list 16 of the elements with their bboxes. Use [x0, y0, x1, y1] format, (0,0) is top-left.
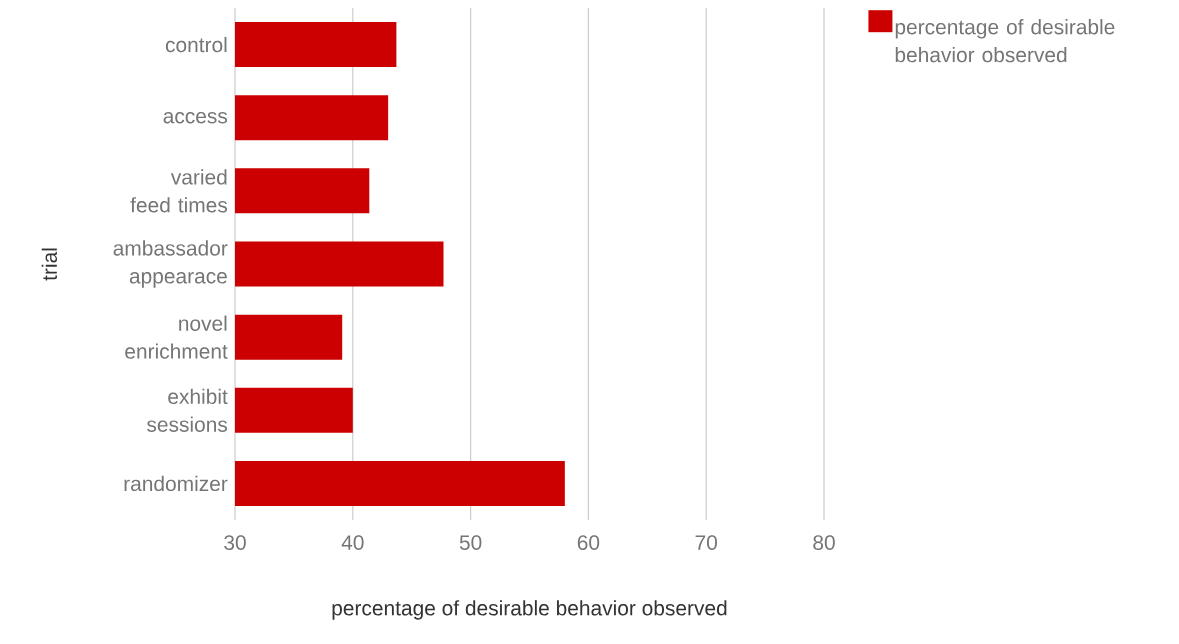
- y-tick-label: novel enrichment: [125, 315, 228, 359]
- y-axis-title: trial: [41, 248, 58, 281]
- x-axis-title: percentage of desirable behavior observed: [332, 600, 727, 620]
- y-tick-label: exhibit sessions: [147, 388, 228, 432]
- legend-label: percentage of desirable behavior observed: [895, 19, 1115, 63]
- y-tick-label: varied feed times: [130, 169, 228, 213]
- x-tick-label: 50: [459, 535, 482, 550]
- y-tick-label: ambassador appearace: [113, 240, 228, 288]
- x-tick-label: 80: [813, 535, 835, 550]
- x-tick-label: 40: [341, 535, 364, 550]
- x-tick-label: 70: [695, 535, 718, 550]
- y-tick-label: randomizer: [124, 475, 228, 492]
- y-tick-label: control: [165, 36, 227, 53]
- x-tick-label: 30: [224, 535, 246, 550]
- y-tick-label: access: [163, 112, 228, 124]
- x-tick-label: 60: [577, 535, 600, 550]
